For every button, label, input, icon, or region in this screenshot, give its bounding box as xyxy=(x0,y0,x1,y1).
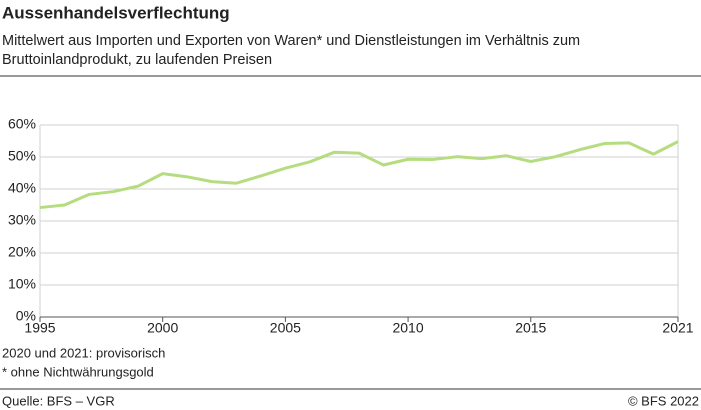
y-tick-label: 50% xyxy=(8,148,36,164)
y-tick-label: 20% xyxy=(8,244,36,260)
x-tick-label: 2000 xyxy=(147,320,178,336)
y-tick-label: 60% xyxy=(8,116,36,132)
source: Quelle: BFS – VGR xyxy=(2,393,115,408)
chart-title: Aussenhandelsverflechtung xyxy=(2,3,230,22)
note: 2020 und 2021: provisorisch xyxy=(2,345,165,360)
x-tick-label: 1995 xyxy=(24,320,55,336)
line xyxy=(39,140,679,210)
y-tick-label: 10% xyxy=(8,276,36,292)
y-tick-label: 0% xyxy=(16,308,36,324)
x-tick-label: 2021 xyxy=(662,320,693,336)
x-tick-label: 2015 xyxy=(515,320,546,336)
y-tick-label: 30% xyxy=(8,212,36,228)
x-tick-label: 2010 xyxy=(392,320,423,336)
chart-subtitle: Mittelwert aus Importen und Exporten von… xyxy=(2,33,580,49)
chart-subtitle: Bruttoinlandprodukt, zu laufenden Preise… xyxy=(2,52,272,68)
x-tick-label: 2005 xyxy=(270,320,301,336)
copyright: © BFS 2022 xyxy=(628,393,699,408)
y-tick-label: 40% xyxy=(8,180,36,196)
note: * ohne Nichtwährungsgold xyxy=(2,364,154,379)
